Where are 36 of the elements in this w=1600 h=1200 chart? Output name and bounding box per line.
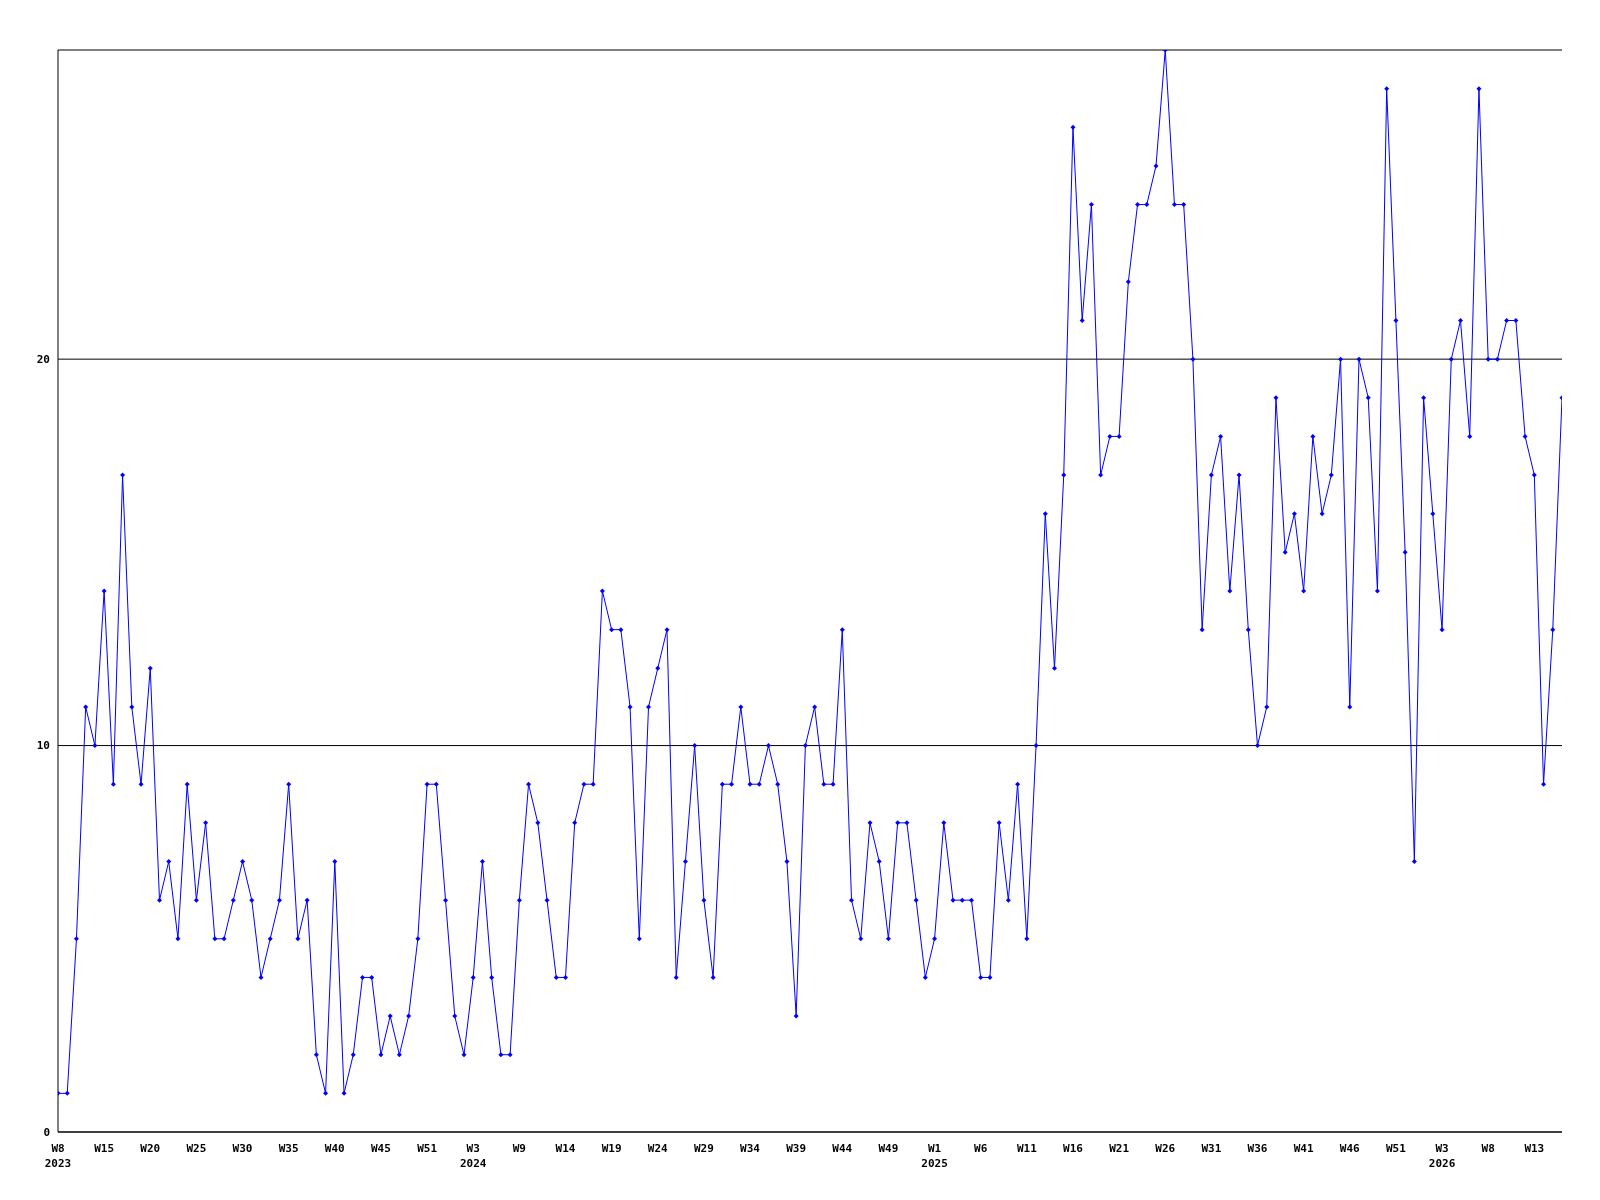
x-tick-label: W25: [186, 1142, 207, 1155]
x-tick-label: W15: [94, 1142, 115, 1155]
x-tick-label: W26: [1155, 1142, 1176, 1155]
x-tick-label: W40: [324, 1142, 345, 1155]
x-tick-label: W49: [878, 1142, 899, 1155]
x-tick-label: W41: [1293, 1142, 1314, 1155]
x-tick-label: W8 2023: [44, 1142, 72, 1170]
x-tick-label: W46: [1339, 1142, 1361, 1155]
y-tick-label: 0: [43, 1125, 50, 1139]
x-tick-label: W9: [512, 1142, 526, 1155]
x-tick-label: W8: [1481, 1142, 1495, 1155]
x-tick-label: W51: [417, 1142, 438, 1155]
x-tick-label: W34: [740, 1142, 761, 1155]
x-tick-label: W30: [232, 1142, 253, 1155]
x-tick-label: W6: [974, 1142, 988, 1155]
x-tick-label: W35: [278, 1142, 299, 1155]
x-tick-label: W3 2026: [1428, 1142, 1456, 1170]
x-tick-label: W19: [601, 1142, 622, 1155]
x-tick-label: W44: [832, 1142, 853, 1155]
x-tick-label: W45: [371, 1142, 391, 1155]
y-tick-label: 10: [36, 739, 50, 753]
x-tick-label: W39: [786, 1142, 807, 1155]
x-tick-label: W13: [1524, 1142, 1545, 1155]
x-tick-label: W1 2025: [921, 1142, 948, 1170]
x-tick-label: W29: [693, 1142, 714, 1155]
x-tick-label: W20: [140, 1142, 161, 1155]
x-tick-label: W16: [1063, 1142, 1084, 1155]
x-tick-label: W14: [555, 1142, 576, 1155]
x-tick-label: W11: [1016, 1142, 1038, 1155]
y-tick-label: 20: [36, 353, 50, 367]
x-tick-label: W51: [1385, 1142, 1407, 1155]
x-tick-label: W24: [647, 1142, 669, 1155]
x-tick-label: W3 2024: [459, 1142, 487, 1170]
x-tick-label: W31: [1201, 1142, 1222, 1155]
x-tick-label: W21: [1109, 1142, 1130, 1155]
x-tick-label: W36: [1247, 1142, 1268, 1155]
